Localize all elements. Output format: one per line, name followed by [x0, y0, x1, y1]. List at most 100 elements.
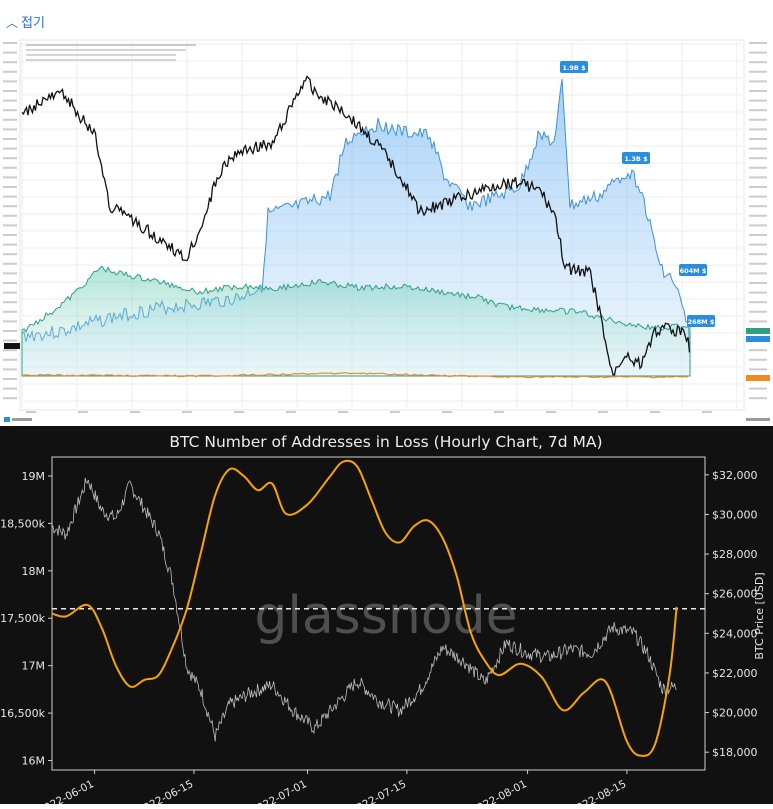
footer-logo [746, 418, 770, 421]
fee-line [21, 371, 689, 379]
axis-label [3, 387, 17, 390]
axis-label [3, 262, 17, 265]
series-btc-price [51, 477, 677, 742]
y-left-tick-label: 17,500k [0, 612, 45, 625]
top-chart-panel: 1.9B $ 1.3B $ 604M $ 268M $ [0, 36, 773, 426]
axis-label [3, 109, 17, 112]
axis-label [3, 301, 17, 304]
axis-label [3, 51, 17, 54]
value-tag [746, 336, 770, 342]
axis-label [749, 157, 767, 160]
axis-label [749, 234, 767, 236]
axis-label [749, 262, 767, 265]
badge-1: 1.9B $ [560, 61, 588, 73]
axis-label [749, 368, 767, 371]
axis-label [3, 195, 17, 198]
axis-label [3, 224, 17, 227]
fold-toggle-button[interactable]: ︿ 접기 [6, 12, 45, 31]
addresses-in-loss-chart: BTC Number of Addresses in Loss (Hourly … [0, 433, 766, 809]
axis-label [3, 243, 17, 246]
axis-label [749, 80, 767, 83]
axis-label [3, 349, 17, 352]
axis-label [3, 330, 17, 332]
axis-label [749, 42, 767, 44]
axis-label [3, 205, 17, 208]
axis-label [3, 166, 17, 169]
chart-title: BTC Number of Addresses in Loss (Hourly … [169, 433, 602, 451]
outflow-area [21, 265, 691, 377]
footer-logo [12, 418, 32, 421]
y-left-tick-label: 17M [22, 660, 46, 673]
x-tick-label: 2022-08-01 [469, 778, 529, 804]
x-tick-label: 2022-07-15 [349, 778, 409, 804]
axis-label [650, 411, 660, 413]
y-right-tick-label: $26,000 [712, 588, 758, 601]
axis-label [749, 214, 767, 217]
y-axis-right-label: BTC Price [USD] [753, 572, 766, 659]
bottom-chart-panel: BTC Number of Addresses in Loss (Hourly … [0, 426, 773, 809]
axis-label [3, 291, 17, 294]
axis-label [3, 368, 17, 371]
badge-2: 1.3B $ [622, 152, 650, 164]
axis-label [3, 70, 17, 73]
axis-label [749, 118, 767, 121]
fold-bar: ︿ 접기 [0, 0, 773, 36]
axis-label [749, 253, 767, 256]
axis-label [749, 291, 767, 294]
axis-label [3, 339, 17, 342]
series-addresses-in-loss [51, 459, 678, 757]
axis-label [390, 411, 400, 413]
chevron-up-icon: ︿ [6, 16, 19, 30]
tradingview-logo-icon [4, 417, 10, 422]
badge-3: 604M $ [679, 264, 707, 276]
x-tick-label: 2022-06-01 [36, 778, 96, 804]
y-right-tick-label: $30,000 [712, 508, 758, 521]
badge-label: 604M $ [680, 267, 707, 275]
y-right-tick-label: $32,000 [712, 469, 758, 482]
axis-label [182, 411, 192, 413]
axis-label [3, 310, 17, 313]
badge-label: 1.3B $ [624, 155, 648, 163]
axis-label [749, 51, 767, 54]
axis-label [598, 411, 608, 413]
axis-label [3, 61, 17, 64]
x-tick-label: 2022-07-01 [249, 778, 309, 804]
y-left-tick-label: 19M [22, 470, 46, 483]
axis-label [3, 378, 17, 380]
axis-label [3, 186, 17, 188]
axis-label [749, 147, 767, 150]
axis-label [3, 358, 17, 361]
axis-label [749, 176, 767, 179]
axis-label [3, 234, 17, 236]
fold-label: 접기 [21, 15, 45, 30]
axis-label [3, 99, 17, 102]
y-left-tick-label: 18M [22, 565, 46, 578]
top-chart-svg: 1.9B $ 1.3B $ 604M $ 268M $ [3, 39, 770, 422]
axis-label [546, 411, 556, 413]
axis-label [749, 301, 767, 304]
axis-label [26, 411, 36, 413]
axis-label [130, 411, 140, 413]
axis-label [749, 70, 767, 73]
axis-label [3, 90, 17, 92]
axis-label [749, 320, 767, 323]
value-tag [4, 343, 20, 349]
axis-label [749, 272, 767, 275]
axis-label [3, 80, 17, 83]
x-tick-label: 2022-06-15 [136, 778, 196, 804]
axis-label [749, 349, 767, 352]
badge-label: 1.9B $ [562, 64, 586, 72]
price-line [21, 75, 691, 376]
axis-label [3, 128, 17, 131]
y-left-tick-label: 18,500k [0, 517, 45, 530]
axis-label [749, 243, 767, 246]
axis-label [749, 128, 767, 131]
axis-label [3, 320, 17, 323]
axis-label [749, 205, 767, 208]
y-right-tick-label: $24,000 [712, 627, 758, 640]
y-left-tick-label: 16M [22, 755, 46, 768]
axis-label [749, 397, 767, 400]
axis-label [749, 90, 767, 92]
axis-label [749, 387, 767, 390]
axis-label [3, 253, 17, 256]
